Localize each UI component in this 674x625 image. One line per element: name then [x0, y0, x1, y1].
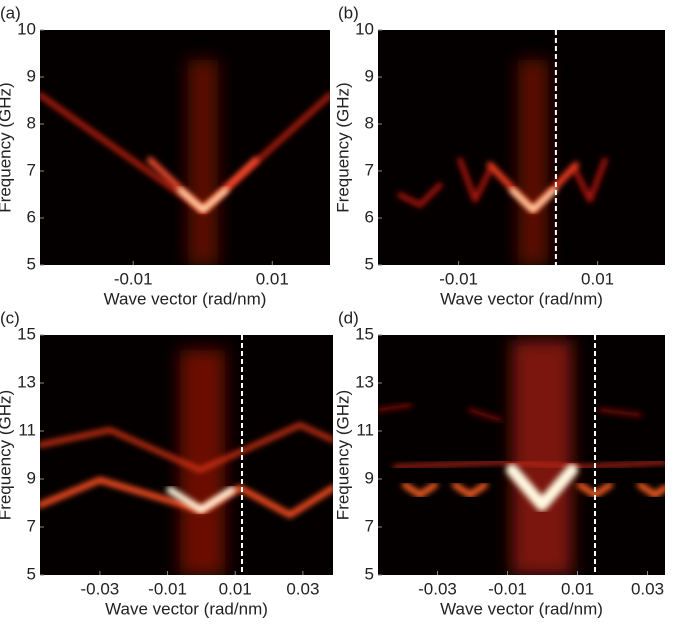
y-tick-label: 13 [17, 372, 36, 391]
y-axis-label: Frequency (GHz) [0, 390, 14, 520]
heatmap-a [40, 30, 330, 265]
y-axis-label: Frequency (GHz) [0, 82, 14, 212]
y-tick-label: 6 [365, 207, 374, 226]
x-tick-label: -0.01 [439, 269, 478, 288]
x-tick-label: 0.01 [219, 579, 252, 598]
y-tick-label: 15 [355, 324, 374, 343]
x-tick-label: -0.03 [418, 579, 457, 598]
x-axis-label: Wave vector (rad/nm) [440, 289, 603, 308]
y-tick-label: 7 [365, 516, 374, 535]
x-tick-label: 0.03 [631, 579, 664, 598]
y-tick-label: 11 [356, 420, 374, 439]
y-tick-label: 10 [17, 19, 36, 38]
y-tick-label: 7 [365, 160, 374, 179]
panel-label: (c) [0, 308, 20, 327]
y-tick-label: 7 [27, 160, 36, 179]
x-tick-label: -0.01 [148, 579, 187, 598]
y-tick-label: 5 [365, 254, 374, 273]
y-axis-label: Frequency (GHz) [333, 390, 352, 520]
y-tick-label: 8 [365, 113, 374, 132]
x-tick-label: 0.01 [581, 269, 614, 288]
y-tick-label: 5 [27, 564, 36, 583]
y-tick-label: 15 [17, 324, 36, 343]
heatmap-c [40, 335, 333, 575]
y-axis-label: Frequency (GHz) [333, 82, 352, 212]
y-tick-label: 6 [27, 207, 36, 226]
y-tick-label: 9 [365, 468, 374, 487]
y-tick-label: 11 [18, 420, 36, 439]
y-tick-label: 5 [365, 564, 374, 583]
y-tick-label: 9 [27, 66, 36, 85]
x-tick-label: -0.03 [81, 579, 120, 598]
panel-label: (d) [338, 308, 359, 327]
y-tick-label: 7 [27, 516, 36, 535]
panel-label: (b) [338, 3, 359, 22]
heatmap-b [378, 30, 665, 265]
x-tick-label: 0.03 [286, 579, 319, 598]
panel-label: (a) [0, 3, 21, 22]
x-tick-label: -0.01 [488, 579, 527, 598]
y-tick-label: 13 [355, 372, 374, 391]
x-axis-label: Wave vector (rad/nm) [104, 289, 267, 308]
y-tick-label: 8 [27, 113, 36, 132]
y-tick-label: 9 [365, 66, 374, 85]
y-tick-label: 10 [355, 19, 374, 38]
heatmap-d [378, 335, 665, 575]
x-tick-label: -0.01 [114, 269, 153, 288]
x-axis-label: Wave vector (rad/nm) [105, 599, 268, 618]
y-tick-label: 5 [27, 254, 36, 273]
x-tick-label: 0.01 [256, 269, 289, 288]
y-tick-label: 9 [27, 468, 36, 487]
x-tick-label: 0.01 [561, 579, 594, 598]
x-axis-label: Wave vector (rad/nm) [440, 599, 603, 618]
